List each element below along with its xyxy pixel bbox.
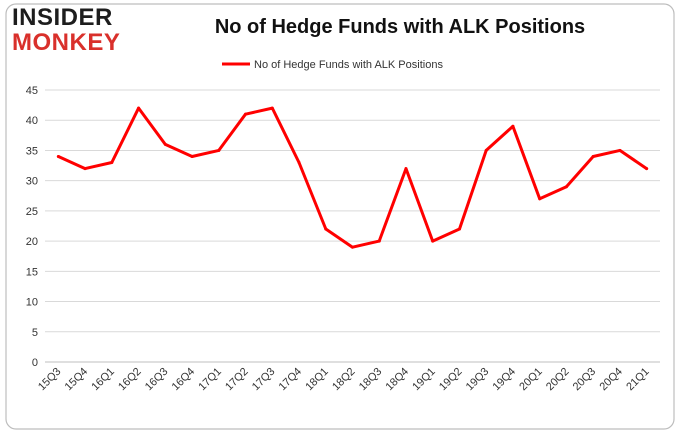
data-point (457, 227, 461, 231)
data-point (163, 142, 167, 146)
data-point (538, 197, 542, 201)
chart-border (5, 3, 675, 430)
y-tick-label: 30 (26, 176, 38, 188)
insider-monkey-logo: INSIDER MONKEY (12, 6, 120, 55)
legend-label: No of Hedge Funds with ALK Positions (254, 59, 443, 71)
y-tick-label: 35 (26, 145, 38, 157)
data-point (351, 245, 354, 249)
data-point (217, 148, 221, 152)
y-axis-ticks: 0 5 10 15 20 25 30 35 40 45 (26, 85, 38, 369)
data-point (190, 154, 194, 158)
data-point (431, 239, 435, 243)
data-point (137, 106, 141, 110)
y-tick-label: 10 (26, 297, 38, 309)
data-point (324, 227, 328, 231)
logo-line-1: INSIDER (12, 4, 113, 31)
data-point (511, 124, 515, 128)
legend: No of Hedge Funds with ALK Positions (222, 59, 443, 71)
y-tick-label: 45 (26, 85, 38, 97)
data-point (618, 148, 622, 152)
y-tick-label: 20 (26, 236, 38, 248)
y-tick-label: 5 (32, 327, 38, 339)
series-line-group (56, 106, 649, 249)
data-point (83, 167, 87, 171)
data-point (564, 185, 568, 189)
data-point (645, 167, 649, 171)
data-point (244, 112, 248, 116)
data-point (484, 148, 488, 152)
data-point (56, 154, 60, 158)
chart-title: No of Hedge Funds with ALK Positions (214, 16, 586, 38)
logo-line-2: MONKEY (12, 29, 121, 56)
y-tick-label: 0 (32, 357, 38, 369)
data-point (591, 154, 595, 158)
y-tick-label: 40 (26, 115, 38, 127)
data-point (377, 239, 381, 243)
data-point (404, 167, 408, 171)
data-point (110, 161, 114, 165)
data-point (297, 161, 301, 165)
data-point (270, 106, 274, 110)
y-tick-label: 25 (26, 206, 38, 218)
y-tick-label: 15 (26, 266, 38, 278)
